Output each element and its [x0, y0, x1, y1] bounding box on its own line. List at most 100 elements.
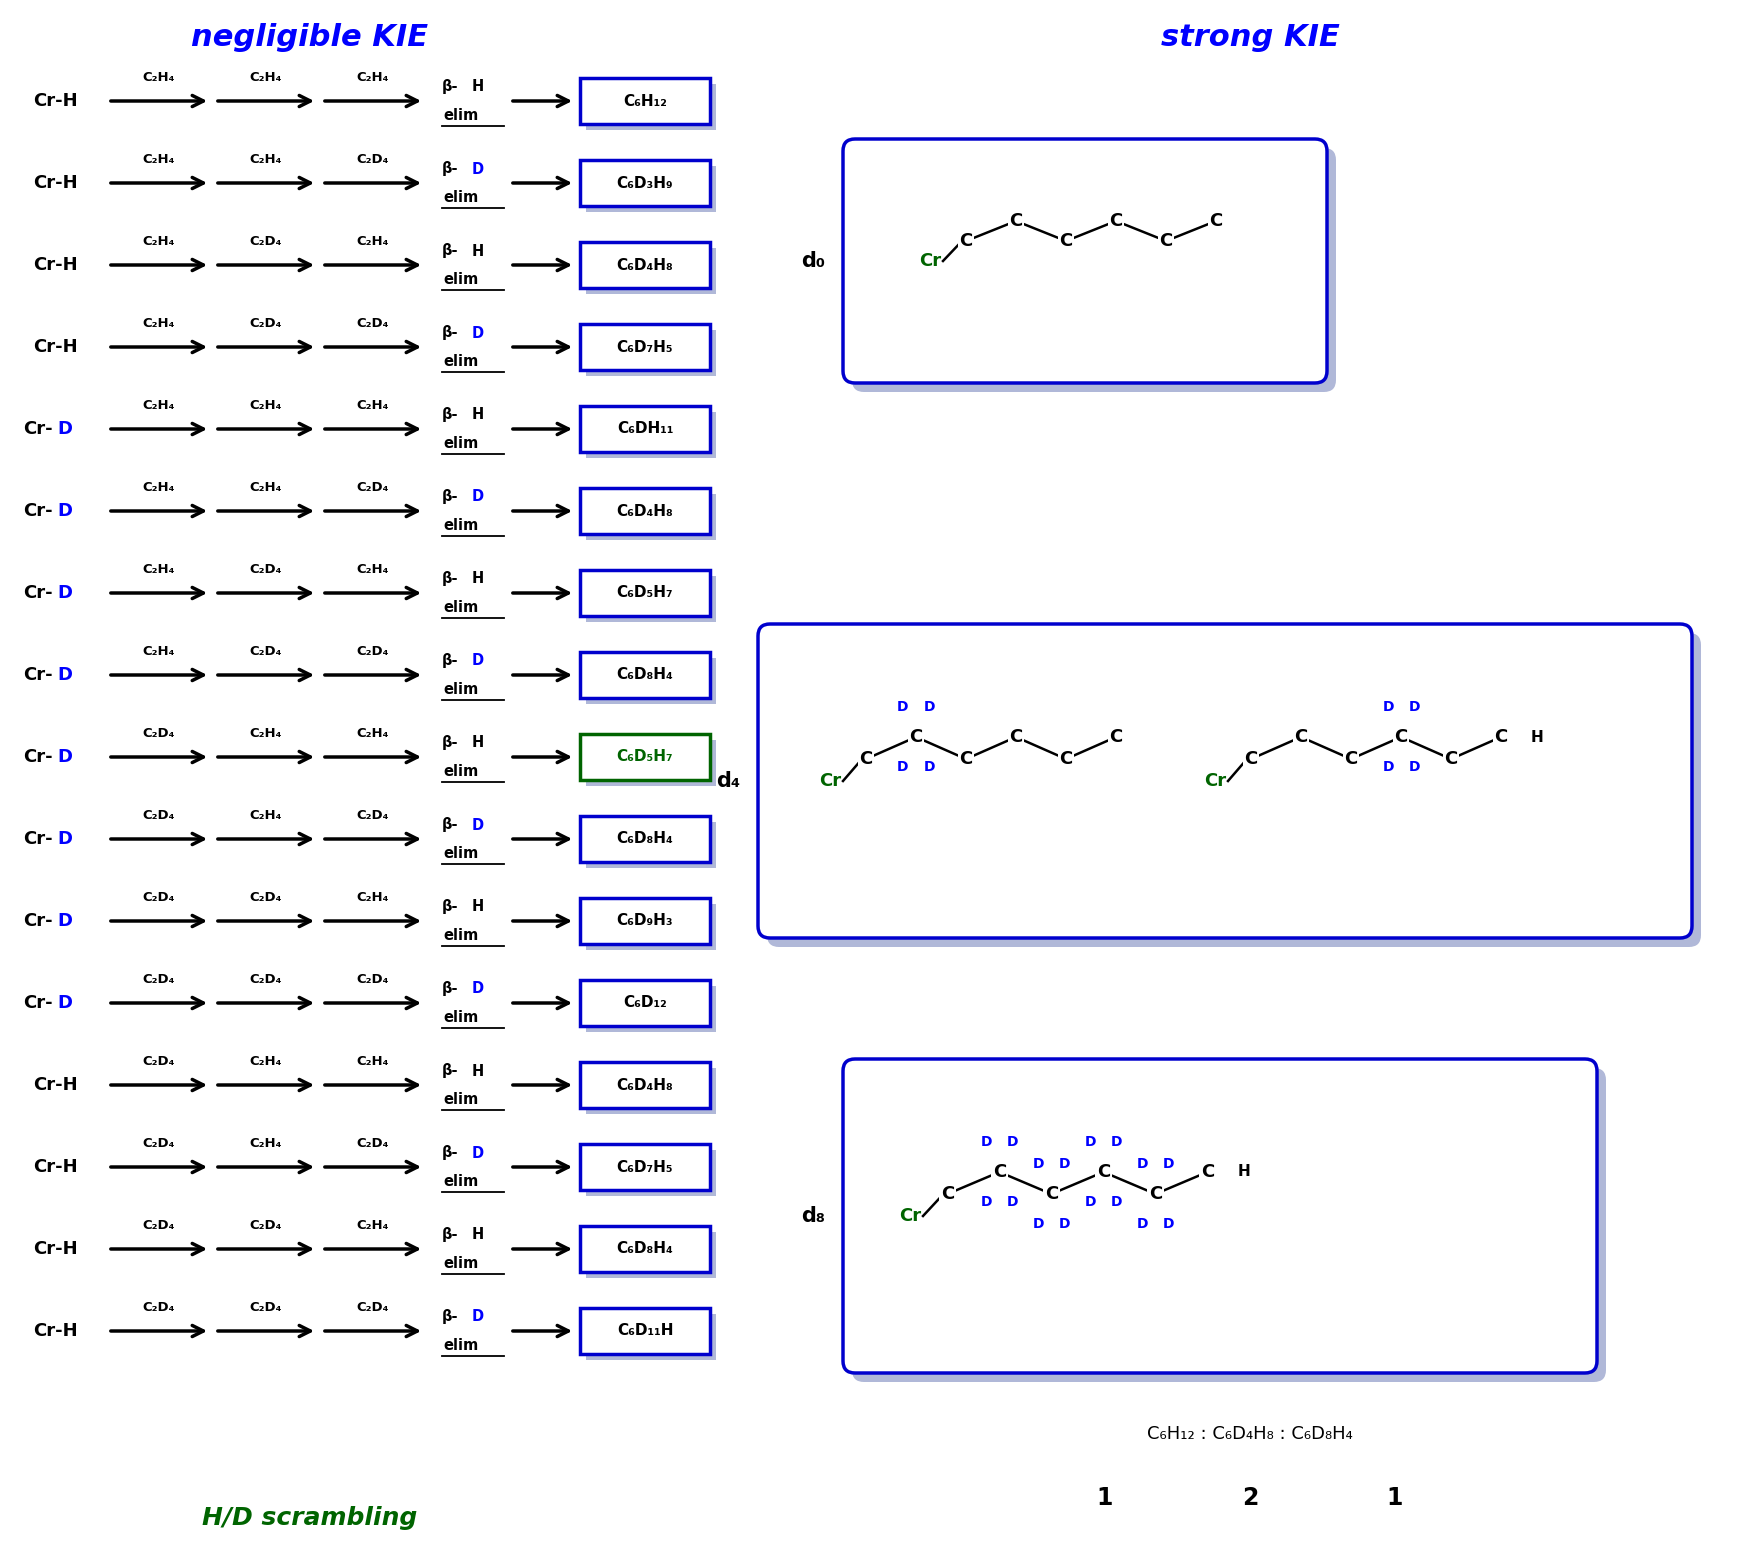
Text: C₂H₄: C₂H₄ [357, 892, 389, 904]
Text: C₂H₄: C₂H₄ [143, 398, 176, 412]
Text: C₂H₄: C₂H₄ [250, 1055, 282, 1067]
Text: C₂D₄: C₂D₄ [357, 1137, 389, 1150]
FancyBboxPatch shape [581, 1226, 709, 1271]
FancyBboxPatch shape [581, 569, 709, 616]
FancyBboxPatch shape [586, 987, 716, 1032]
Text: elim: elim [444, 518, 479, 534]
Text: D: D [924, 759, 935, 773]
Text: C₂H₄: C₂H₄ [143, 72, 176, 84]
Text: Cr-H: Cr-H [33, 257, 77, 274]
Text: elim: elim [444, 683, 479, 697]
FancyBboxPatch shape [586, 822, 716, 868]
Text: Cr-: Cr- [23, 829, 53, 848]
Text: H: H [472, 736, 484, 750]
Text: C₂H₄: C₂H₄ [143, 152, 176, 166]
Text: β-: β- [442, 817, 459, 832]
Text: D: D [56, 584, 72, 602]
Text: C₆H₁₂: C₆H₁₂ [623, 93, 667, 109]
Text: C₂H₄: C₂H₄ [250, 72, 282, 84]
Text: C₂H₄: C₂H₄ [357, 1055, 389, 1067]
Text: D: D [898, 700, 908, 714]
FancyBboxPatch shape [586, 330, 716, 377]
FancyBboxPatch shape [586, 84, 716, 131]
Text: elim: elim [444, 437, 479, 451]
Text: C₆D₃H₉: C₆D₃H₉ [616, 176, 674, 190]
Text: C₂D₄: C₂D₄ [250, 1218, 282, 1232]
FancyBboxPatch shape [581, 489, 709, 534]
Text: D: D [1033, 1158, 1044, 1172]
Text: C₂H₄: C₂H₄ [143, 235, 176, 247]
Text: C: C [959, 750, 973, 769]
Text: D: D [1111, 1195, 1123, 1209]
Text: D: D [1163, 1217, 1174, 1231]
Text: C₂H₄: C₂H₄ [357, 727, 389, 741]
Text: D: D [472, 325, 484, 341]
Text: D: D [1060, 1158, 1070, 1172]
Text: D: D [472, 1310, 484, 1324]
Text: H: H [472, 1228, 484, 1243]
Text: β-: β- [442, 162, 459, 176]
Text: C: C [859, 750, 873, 769]
Text: elim: elim [444, 1338, 479, 1354]
Text: C₂H₄: C₂H₄ [250, 481, 282, 493]
Text: C₂H₄: C₂H₄ [143, 481, 176, 493]
FancyBboxPatch shape [581, 1063, 709, 1108]
Text: C₂D₄: C₂D₄ [250, 892, 282, 904]
Text: C₂D₄: C₂D₄ [250, 646, 282, 658]
FancyBboxPatch shape [586, 576, 716, 622]
Text: D: D [56, 829, 72, 848]
Text: Cr-H: Cr-H [33, 174, 77, 191]
Text: strong KIE: strong KIE [1160, 23, 1339, 53]
Text: β-: β- [442, 243, 459, 258]
Text: C₂D₄: C₂D₄ [143, 1055, 176, 1067]
Text: Cr-H: Cr-H [33, 338, 77, 356]
Text: C₆D₄H₈: C₆D₄H₈ [616, 257, 674, 272]
Text: C₂H₄: C₂H₄ [357, 72, 389, 84]
Text: C₂D₄: C₂D₄ [357, 317, 389, 330]
Text: elim: elim [444, 1092, 479, 1108]
Text: C₆D₇H₅: C₆D₇H₅ [616, 339, 674, 355]
Text: D: D [924, 700, 935, 714]
Text: β-: β- [442, 1310, 459, 1324]
Text: β-: β- [442, 571, 459, 587]
Text: C: C [959, 232, 973, 251]
Text: D: D [56, 503, 72, 520]
Text: C₂D₄: C₂D₄ [357, 481, 389, 493]
Text: elim: elim [444, 1010, 479, 1025]
FancyBboxPatch shape [581, 160, 709, 205]
FancyBboxPatch shape [581, 1144, 709, 1190]
Text: C₆D₁₂: C₆D₁₂ [623, 996, 667, 1010]
Text: H: H [472, 571, 484, 587]
Text: Cr: Cr [899, 1207, 920, 1225]
Text: Cr-H: Cr-H [33, 1077, 77, 1094]
Text: C₆DH₁₁: C₆DH₁₁ [616, 422, 674, 437]
Text: C₂D₄: C₂D₄ [250, 317, 282, 330]
Text: C₂D₄: C₂D₄ [250, 972, 282, 987]
Text: β-: β- [442, 325, 459, 341]
FancyBboxPatch shape [586, 904, 716, 951]
Text: D: D [1007, 1195, 1019, 1209]
Text: D: D [472, 1145, 484, 1161]
Text: Cr-: Cr- [23, 994, 53, 1011]
FancyBboxPatch shape [852, 1067, 1607, 1382]
Text: C₂H₄: C₂H₄ [250, 398, 282, 412]
FancyBboxPatch shape [843, 1060, 1596, 1372]
Text: C₂H₄: C₂H₄ [357, 398, 389, 412]
Text: C: C [1045, 1186, 1058, 1203]
Text: C₆D₇H₅: C₆D₇H₅ [616, 1159, 674, 1175]
Text: β-: β- [442, 736, 459, 750]
Text: C₂D₄: C₂D₄ [357, 1301, 389, 1313]
Text: C: C [1160, 232, 1172, 251]
Text: C: C [1445, 750, 1457, 769]
Text: elim: elim [444, 1257, 479, 1271]
Text: C: C [910, 728, 922, 745]
Text: C₆D₁₁H: C₆D₁₁H [616, 1324, 674, 1338]
Text: D: D [472, 982, 484, 996]
Text: D: D [1382, 759, 1394, 773]
Text: D: D [1111, 1134, 1123, 1148]
Text: D: D [1084, 1195, 1096, 1209]
Text: D: D [472, 162, 484, 176]
Text: 2: 2 [1243, 1486, 1258, 1509]
Text: 1: 1 [1387, 1486, 1403, 1509]
FancyBboxPatch shape [581, 243, 709, 288]
